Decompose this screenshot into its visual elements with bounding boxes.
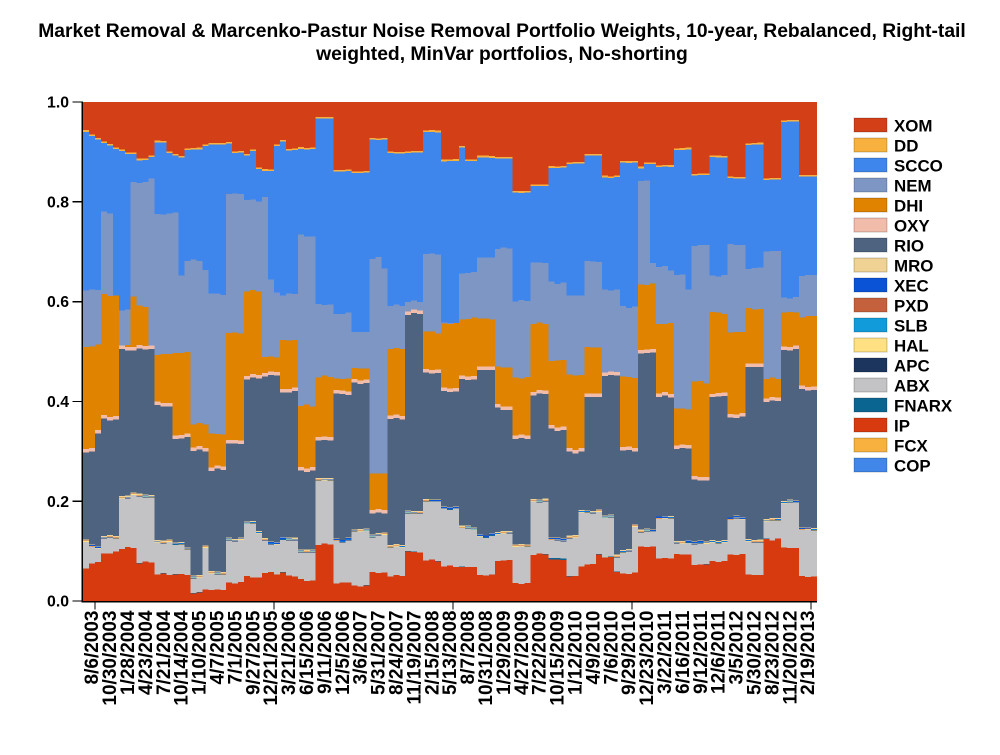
svg-text:4/9/2010: 4/9/2010: [583, 611, 604, 685]
svg-text:8/6/2003: 8/6/2003: [82, 611, 103, 685]
svg-text:7/21/2004: 7/21/2004: [154, 610, 175, 695]
svg-text:NEM: NEM: [894, 177, 932, 196]
svg-text:DHI: DHI: [894, 197, 923, 216]
svg-text:3/6/2007: 3/6/2007: [351, 611, 372, 685]
svg-text:PXD: PXD: [894, 297, 929, 316]
svg-text:12/6/2011: 12/6/2011: [709, 610, 730, 694]
svg-text:RIO: RIO: [894, 237, 924, 256]
svg-text:MRO: MRO: [894, 257, 933, 276]
svg-text:5/13/2008: 5/13/2008: [440, 611, 461, 696]
svg-text:3/22/2011: 3/22/2011: [655, 610, 676, 694]
svg-text:10/30/2003: 10/30/2003: [100, 611, 121, 706]
svg-text:FNARX: FNARX: [894, 397, 953, 416]
svg-text:7/1/2005: 7/1/2005: [225, 610, 246, 684]
svg-text:6/15/2006: 6/15/2006: [297, 611, 318, 696]
svg-text:0.4: 0.4: [47, 394, 69, 411]
svg-text:1.0: 1.0: [47, 95, 69, 112]
svg-text:XOM: XOM: [894, 117, 932, 136]
svg-text:SLB: SLB: [894, 317, 928, 336]
svg-text:ABX: ABX: [894, 377, 930, 396]
svg-text:4/7/2005: 4/7/2005: [208, 610, 229, 684]
svg-text:8/24/2007: 8/24/2007: [387, 611, 408, 696]
svg-text:9/27/2005: 9/27/2005: [243, 610, 264, 695]
svg-text:1/28/2004: 1/28/2004: [118, 610, 139, 695]
svg-text:9/29/2010: 9/29/2010: [619, 611, 640, 696]
svg-text:1/10/2005: 1/10/2005: [190, 610, 211, 695]
svg-text:7/6/2010: 7/6/2010: [601, 611, 622, 685]
svg-text:HAL: HAL: [894, 337, 929, 356]
svg-text:8/23/2012: 8/23/2012: [762, 611, 783, 696]
svg-text:9/11/2006: 9/11/2006: [315, 611, 336, 694]
svg-text:4/23/2004: 4/23/2004: [136, 610, 157, 695]
svg-text:3/5/2012: 3/5/2012: [727, 611, 748, 685]
svg-text:11/19/2007: 11/19/2007: [404, 611, 425, 705]
svg-text:5/30/2012: 5/30/2012: [745, 611, 766, 696]
svg-text:3/21/2006: 3/21/2006: [279, 611, 300, 696]
svg-text:2/15/2008: 2/15/2008: [422, 611, 443, 696]
svg-text:1/12/2010: 1/12/2010: [566, 611, 587, 696]
svg-text:1/29/2009: 1/29/2009: [494, 611, 515, 696]
svg-text:SCCO: SCCO: [894, 157, 943, 176]
svg-text:DD: DD: [894, 137, 918, 156]
svg-text:IP: IP: [894, 417, 910, 436]
svg-text:0.0: 0.0: [47, 594, 69, 611]
svg-text:12/23/2010: 12/23/2010: [637, 611, 658, 706]
svg-text:XEC: XEC: [894, 277, 929, 296]
svg-text:0.8: 0.8: [47, 194, 69, 211]
svg-text:8/7/2008: 8/7/2008: [458, 611, 479, 685]
svg-text:6/16/2011: 6/16/2011: [673, 610, 694, 694]
svg-text:9/12/2011: 9/12/2011: [691, 610, 712, 694]
svg-text:0.2: 0.2: [47, 494, 69, 511]
svg-text:5/31/2007: 5/31/2007: [369, 611, 390, 696]
svg-text:12/5/2006: 12/5/2006: [333, 611, 354, 696]
svg-text:7/22/2009: 7/22/2009: [530, 611, 551, 696]
svg-text:0.6: 0.6: [47, 294, 69, 311]
svg-text:OXY: OXY: [894, 217, 930, 236]
svg-text:FCX: FCX: [894, 437, 929, 456]
svg-text:11/20/2012: 11/20/2012: [780, 611, 801, 705]
svg-text:4/27/2009: 4/27/2009: [512, 611, 533, 696]
svg-text:COP: COP: [894, 457, 931, 476]
svg-text:10/31/2008: 10/31/2008: [476, 611, 497, 706]
svg-text:10/14/2004: 10/14/2004: [172, 610, 193, 706]
svg-text:APC: APC: [894, 357, 930, 376]
svg-text:12/21/2005: 12/21/2005: [261, 610, 282, 706]
svg-text:10/15/2009: 10/15/2009: [548, 611, 569, 706]
svg-text:2/19/2013: 2/19/2013: [798, 611, 819, 696]
